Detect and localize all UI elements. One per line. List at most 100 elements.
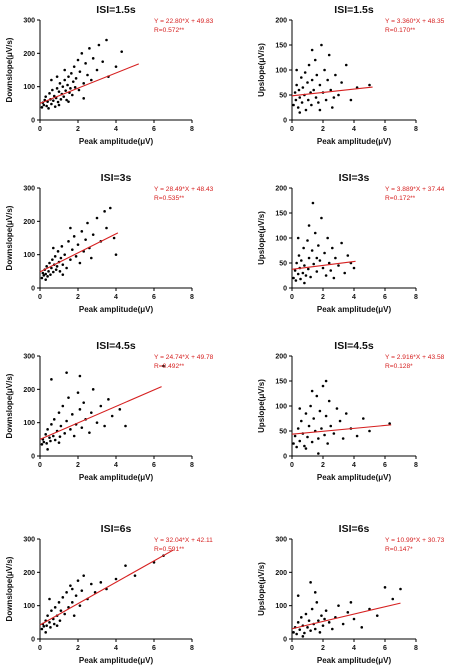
- data-point: [292, 442, 295, 445]
- data-point: [55, 624, 59, 627]
- y-tick-label: 100: [23, 252, 35, 259]
- data-point: [58, 270, 62, 273]
- data-point: [49, 439, 52, 443]
- data-point: [49, 273, 52, 276]
- data-point: [48, 621, 51, 624]
- y-tick-label: 300: [23, 537, 35, 544]
- x-axis-label: Peak amplitude(μV): [317, 473, 392, 482]
- x-tick-label: 2: [321, 294, 325, 301]
- regression-line: [291, 424, 392, 435]
- data-point: [74, 594, 78, 597]
- regression-line: [39, 549, 174, 626]
- y-tick-label: 0: [283, 286, 287, 293]
- data-point: [58, 82, 62, 85]
- data-point: [292, 103, 295, 107]
- data-point: [53, 438, 57, 442]
- data-point: [90, 256, 93, 260]
- x-tick-label: 8: [414, 126, 418, 133]
- y-tick-label: 200: [23, 387, 35, 394]
- data-point: [310, 440, 314, 444]
- data-point: [306, 239, 309, 242]
- data-point: [63, 432, 66, 435]
- x-tick-label: 8: [190, 462, 194, 469]
- x-tick-label: 0: [38, 462, 42, 469]
- data-point: [74, 255, 78, 258]
- data-point: [298, 407, 302, 410]
- data-point: [309, 629, 312, 632]
- x-tick-label: 8: [190, 294, 194, 301]
- correlation-r: R=0.172**: [385, 195, 416, 202]
- data-point: [52, 94, 56, 98]
- data-point: [55, 87, 59, 90]
- data-point: [58, 435, 62, 438]
- data-point: [391, 597, 395, 601]
- data-point: [315, 601, 319, 604]
- data-point: [296, 594, 300, 597]
- data-point: [362, 417, 365, 420]
- data-point: [329, 88, 333, 92]
- x-tick-label: 8: [414, 462, 418, 469]
- data-point: [69, 584, 72, 587]
- x-tick-label: 0: [290, 294, 294, 301]
- data-point: [52, 246, 55, 250]
- x-axis-label: Peak amplitude(μV): [79, 473, 154, 482]
- data-point: [65, 591, 68, 594]
- data-point: [326, 78, 329, 82]
- x-axis-label: Peak amplitude(μV): [317, 656, 392, 665]
- data-point: [50, 266, 53, 270]
- data-point: [302, 246, 305, 250]
- data-point: [78, 70, 82, 73]
- y-tick-label: 200: [275, 354, 287, 361]
- x-tick-label: 6: [383, 126, 387, 133]
- regression-equation: Y = 10.99*X + 30.73: [385, 537, 445, 544]
- data-point: [355, 434, 359, 438]
- data-point: [101, 60, 104, 63]
- regression-equation: Y = 2.916*X + 43.58: [385, 354, 445, 361]
- correlation-r: R=0.170**: [385, 27, 416, 34]
- data-point: [318, 83, 322, 87]
- data-point: [63, 78, 66, 82]
- x-tick-label: 6: [152, 462, 156, 469]
- data-point: [388, 422, 391, 425]
- data-point: [67, 100, 70, 103]
- regression-equation: Y = 28.49*X + 48.43: [154, 186, 214, 193]
- data-point: [61, 273, 65, 276]
- data-point: [48, 597, 51, 601]
- x-tick-label: 0: [290, 462, 294, 469]
- data-point: [44, 433, 47, 436]
- data-point: [292, 276, 295, 280]
- data-point: [76, 579, 80, 582]
- data-point: [368, 607, 371, 611]
- data-point: [69, 87, 72, 90]
- y-tick-label: 200: [275, 570, 287, 577]
- data-point: [57, 441, 61, 444]
- data-point: [303, 281, 306, 285]
- correlation-r: R=0.492**: [154, 363, 185, 370]
- data-point: [309, 404, 312, 408]
- data-point: [332, 276, 336, 280]
- data-point: [59, 256, 63, 260]
- correlation-r: R=0.128*: [385, 363, 413, 370]
- data-point: [327, 399, 331, 403]
- data-point: [318, 259, 322, 262]
- data-point: [71, 93, 74, 97]
- data-point: [107, 398, 110, 401]
- data-point: [317, 452, 320, 455]
- data-point: [48, 92, 51, 95]
- data-point: [294, 98, 298, 102]
- data-point: [315, 73, 319, 77]
- data-point: [162, 364, 165, 368]
- data-point: [332, 96, 336, 99]
- data-point: [80, 589, 84, 592]
- data-point: [306, 267, 310, 271]
- data-point: [53, 105, 57, 108]
- data-point: [61, 263, 65, 266]
- data-point: [327, 621, 331, 624]
- y-tick-label: 100: [275, 68, 287, 75]
- data-point: [310, 48, 314, 52]
- y-tick-label: 100: [275, 603, 287, 610]
- data-point: [344, 412, 348, 415]
- y-tick-label: 0: [31, 637, 35, 644]
- data-point: [50, 78, 53, 82]
- data-point: [90, 411, 93, 414]
